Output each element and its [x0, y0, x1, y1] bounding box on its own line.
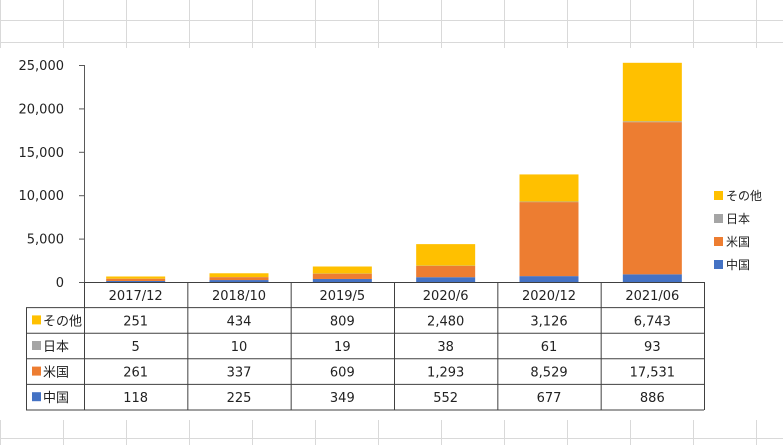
x-category-label-2: 2019/5 — [319, 289, 365, 304]
y-tick-label-3: 15,000 — [19, 146, 65, 161]
y-tick-label-5: 25,000 — [19, 59, 65, 74]
data-label-0-1: 434 — [227, 314, 252, 329]
table-legend-key-0 — [32, 315, 41, 325]
bar-5-series-2 — [622, 121, 682, 123]
data-label-1-2: 19 — [334, 340, 351, 355]
data-label-0-3: 2,480 — [427, 314, 464, 329]
bar-0-series-1 — [106, 278, 166, 281]
data-label-3-2: 349 — [330, 391, 355, 406]
data-label-0-2: 809 — [330, 314, 355, 329]
data-label-2-0: 261 — [123, 366, 148, 381]
y-tick-label-2: 10,000 — [19, 189, 65, 204]
data-label-1-3: 38 — [437, 340, 454, 355]
bar-4-series-0 — [519, 276, 579, 282]
y-tick-label-4: 20,000 — [19, 102, 65, 117]
bar-2-series-1 — [312, 273, 372, 279]
bar-1-series-3 — [209, 273, 269, 278]
data-label-2-5: 17,531 — [630, 366, 676, 381]
bar-2-series-3 — [312, 266, 372, 274]
legend-key-3 — [714, 260, 723, 269]
bar-5-series-0 — [622, 274, 682, 282]
bar-3-series-1 — [416, 265, 476, 278]
data-label-2-1: 337 — [227, 366, 252, 381]
x-category-label-4: 2020/12 — [522, 289, 576, 304]
table-legend-key-3 — [32, 392, 41, 402]
data-label-1-1: 10 — [231, 340, 248, 355]
legend-key-0 — [714, 191, 723, 200]
table-legend-key-2 — [32, 366, 41, 376]
x-category-label-3: 2020/6 — [423, 289, 469, 304]
data-label-3-1: 225 — [227, 391, 252, 406]
bar-2-series-0 — [312, 278, 372, 282]
y-tick-label-0: 0 — [56, 276, 64, 291]
data-label-2-4: 8,529 — [530, 366, 567, 381]
table-series-name-2: 米国 — [43, 366, 69, 381]
legend-label-2: 米国 — [726, 235, 750, 249]
bar-5-series-3 — [622, 62, 682, 122]
data-label-0-4: 3,126 — [530, 314, 567, 329]
data-label-1-4: 61 — [541, 340, 558, 355]
x-category-label-0: 2017/12 — [109, 289, 163, 304]
table-series-name-3: 中国 — [43, 391, 69, 406]
bar-1-series-0 — [209, 280, 269, 282]
bar-3-series-0 — [416, 277, 476, 282]
legend-key-1 — [714, 214, 723, 223]
bar-4-series-3 — [519, 174, 579, 202]
bar-0-series-0 — [106, 280, 166, 282]
table-series-name-1: 日本 — [43, 340, 69, 355]
table-series-name-0: その他 — [43, 314, 82, 329]
data-label-2-2: 609 — [330, 366, 355, 381]
data-label-3-5: 886 — [640, 391, 665, 406]
data-label-3-4: 677 — [537, 391, 562, 406]
legend-key-2 — [714, 237, 723, 246]
y-tick-label-1: 5,000 — [27, 233, 64, 248]
legend-label-3: 中国 — [726, 257, 750, 272]
bar-1-series-1 — [209, 277, 269, 281]
data-label-1-0: 5 — [132, 340, 140, 355]
bar-3-series-3 — [416, 244, 476, 266]
legend-label-1: 日本 — [726, 212, 750, 226]
legend-label-0: その他 — [726, 189, 762, 203]
x-category-label-1: 2018/10 — [212, 289, 266, 304]
x-category-label-5: 2021/06 — [625, 289, 679, 304]
bar-4-series-2 — [519, 201, 579, 203]
data-label-0-0: 251 — [123, 314, 148, 329]
data-label-1-5: 93 — [644, 340, 661, 355]
data-label-0-5: 6,743 — [634, 314, 671, 329]
data-label-2-3: 1,293 — [427, 366, 464, 381]
bar-0-series-3 — [106, 276, 166, 279]
data-label-3-3: 552 — [433, 391, 458, 406]
table-legend-key-1 — [32, 341, 41, 350]
bar-5-series-1 — [622, 122, 682, 275]
data-label-3-0: 118 — [123, 391, 148, 406]
bar-4-series-1 — [519, 202, 579, 277]
